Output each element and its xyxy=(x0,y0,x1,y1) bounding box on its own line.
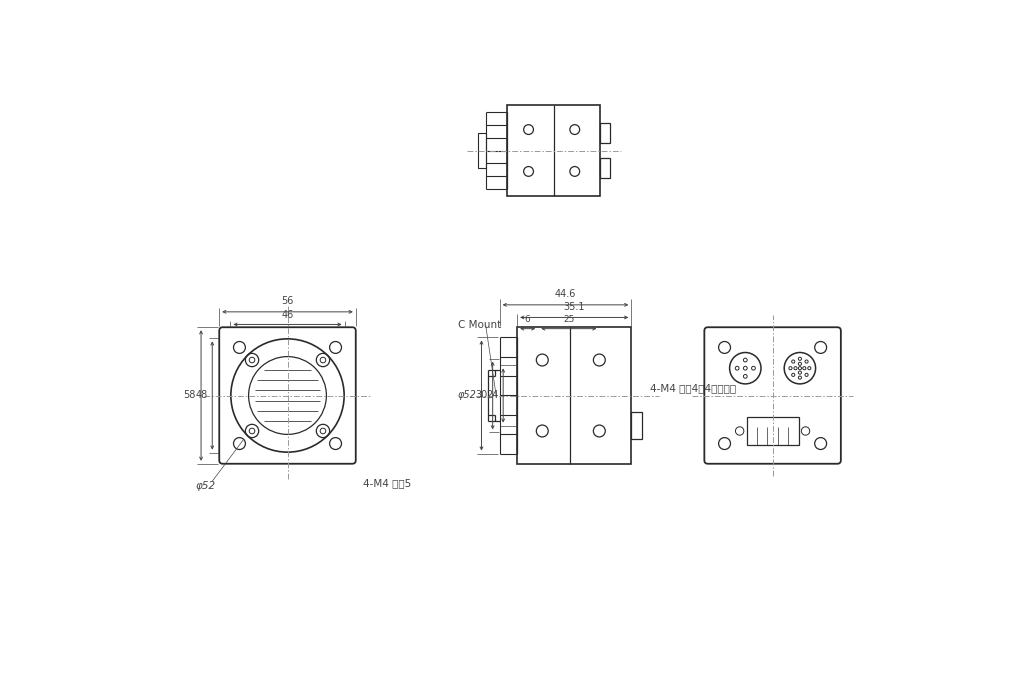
Bar xyxy=(747,417,798,444)
Bar xyxy=(517,328,631,463)
Text: 46: 46 xyxy=(281,309,294,319)
Bar xyxy=(478,133,486,168)
Text: 58: 58 xyxy=(183,391,196,400)
Text: 44.6: 44.6 xyxy=(555,288,576,298)
Text: 6: 6 xyxy=(525,315,530,323)
Text: 30: 30 xyxy=(476,391,488,400)
Bar xyxy=(508,105,599,196)
Text: 24: 24 xyxy=(486,391,499,400)
Text: φ52: φ52 xyxy=(457,391,477,400)
Text: 56: 56 xyxy=(281,296,294,307)
Text: 4-M4 深サ5: 4-M4 深サ5 xyxy=(363,477,411,488)
Bar xyxy=(599,123,610,144)
Text: φ52: φ52 xyxy=(196,482,215,491)
Bar xyxy=(599,158,610,178)
Text: 48: 48 xyxy=(195,391,207,400)
Text: 35.1: 35.1 xyxy=(563,302,585,312)
Text: 25: 25 xyxy=(563,315,575,323)
Bar xyxy=(631,412,642,439)
Text: 4-M4 深サ4（4面共通）: 4-M4 深サ4（4面共通） xyxy=(650,384,736,393)
Text: C Mount: C Mount xyxy=(457,320,501,330)
